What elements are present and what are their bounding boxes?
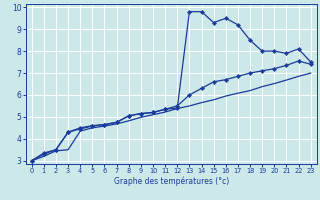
X-axis label: Graphe des températures (°c): Graphe des températures (°c) [114,177,229,186]
